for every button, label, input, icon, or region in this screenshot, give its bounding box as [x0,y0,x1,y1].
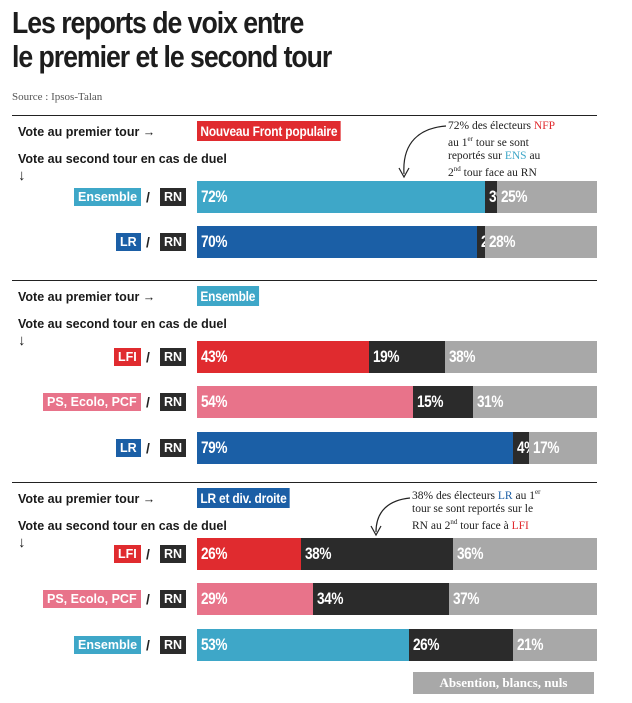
row-label-party: Ensemble [74,636,142,654]
section-divider [12,482,597,483]
bar-abstention [513,629,597,661]
chart-title-line1: Les reports de voix entre [12,5,304,40]
first-round-party-tag: Ensemble [197,286,259,306]
first-round-party-tag: Nouveau Front populaire [197,121,341,141]
row-label-separator: / [146,637,150,653]
source-note: Source : Ipsos-Talan [12,91,103,103]
bar-abstention [485,226,597,258]
row-label-party: LFI [114,545,141,563]
row-label-rn: RN [160,348,187,366]
bar-abstention [445,341,597,373]
data-label: 79% [201,438,228,457]
first-round-label: Vote au premier tour [18,125,140,139]
data-label: 54% [201,392,228,411]
row-label-rn: RN [160,393,187,411]
bar-rn [313,583,449,615]
row-label-party: PS, Ecolo, PCF [43,590,141,608]
row-label-rn: RN [160,590,187,608]
bar-first-choice [197,432,513,464]
row-label-separator: / [146,591,150,607]
data-label: 29% [201,589,228,608]
second-round-heading: Vote au second tour en cas de duel [18,317,227,331]
data-label: 26% [201,544,228,563]
row-label-separator: / [146,189,150,205]
data-label: 72% [201,187,228,206]
row-label-separator: / [146,440,150,456]
first-round-label: Vote au premier tour [18,290,140,304]
data-label: 38% [305,544,332,563]
annotation-nfp-to-ens: 72% des électeurs NFP au 1er tour se son… [448,120,556,179]
legend-abstention: Absention, blancs, nuls [413,672,594,694]
data-label: 70% [201,232,228,251]
row-label-rn: RN [160,188,187,206]
bar-rn [369,341,445,373]
bar-rn [477,226,485,258]
annotation-arrow-icon [370,497,411,537]
data-label: 34% [317,589,344,608]
row-label-rn: RN [160,545,187,563]
bar-first-choice [197,226,477,258]
row-label-separator: / [146,349,150,365]
data-label: 31% [477,392,504,411]
section-divider [12,115,597,116]
first-round-heading: Vote au premier tour → [18,290,156,304]
bar-first-choice [197,538,301,570]
data-label: 19% [373,347,400,366]
bar-rn [485,181,497,213]
bar-abstention [529,432,597,464]
data-label: 38% [449,347,476,366]
data-label: 21% [517,635,544,654]
row-label-rn: RN [160,233,187,251]
bar-first-choice [197,583,313,615]
down-arrow-icon: ↓ [18,534,26,551]
data-label: 26% [413,635,440,654]
data-label: 17% [533,438,560,457]
data-label: 43% [201,347,228,366]
row-label-rn: RN [160,636,187,654]
annotation-lr-to-rn: 38% des électeurs LR au 1er tour se sont… [412,488,541,532]
first-round-party-tag: LR et div. droite [197,488,290,508]
chart-title-line2: le premier et le second tour [12,39,332,74]
second-round-heading: Vote au second tour en cas de duel [18,519,227,533]
first-round-label: Vote au premier tour [18,492,140,506]
bar-abstention [473,386,597,418]
section-divider [12,280,597,281]
row-label-party: LR [116,233,141,251]
row-label-party: LR [116,439,141,457]
row-label-party: Ensemble [74,188,142,206]
bar-abstention [453,538,597,570]
bar-rn [409,629,513,661]
bar-abstention [497,181,597,213]
data-label: 28% [489,232,516,251]
bar-first-choice [197,629,409,661]
bar-rn [301,538,453,570]
first-round-heading: Vote au premier tour → [18,125,156,139]
data-label: 25% [501,187,528,206]
bar-rn [513,432,529,464]
bar-first-choice [197,181,485,213]
bar-rn [413,386,473,418]
data-label: 36% [457,544,484,563]
row-label-separator: / [146,546,150,562]
data-label: 15% [417,392,444,411]
annotation-arrow-icon [398,125,447,179]
row-label-rn: RN [160,439,187,457]
down-arrow-icon: ↓ [18,167,26,184]
data-label: 37% [453,589,480,608]
bar-abstention [449,583,597,615]
row-label-party: LFI [114,348,141,366]
row-label-party: PS, Ecolo, PCF [43,393,141,411]
first-round-heading: Vote au premier tour → [18,492,156,506]
down-arrow-icon: ↓ [18,332,26,349]
row-label-separator: / [146,234,150,250]
bar-first-choice [197,386,413,418]
second-round-heading: Vote au second tour en cas de duel [18,152,227,166]
data-label: 53% [201,635,228,654]
row-label-separator: / [146,394,150,410]
bar-first-choice [197,341,369,373]
chart-title: Les reports de voix entre le premier et … [12,5,332,74]
